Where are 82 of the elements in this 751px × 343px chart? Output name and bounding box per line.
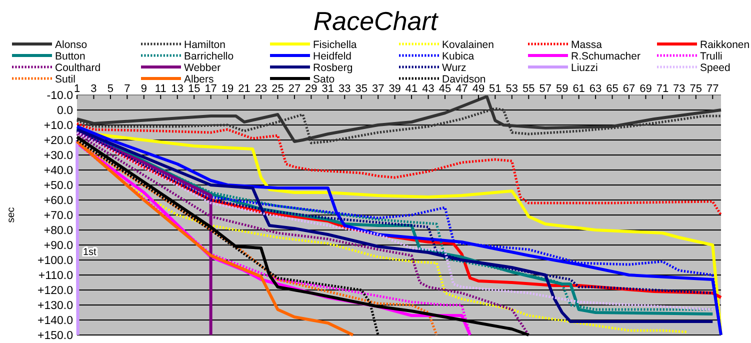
x-tick-label: 65 (606, 83, 618, 95)
x-tick-label: 45 (438, 83, 452, 95)
x-tick-label: 11 (154, 83, 166, 95)
y-tick-label: +90.0 (44, 240, 73, 252)
x-tick-label: 35 (355, 83, 368, 95)
legend-label: Hamilton (184, 39, 226, 51)
legend-label: Fisichella (313, 39, 357, 51)
x-tick-label: 31 (322, 83, 334, 95)
legend-label: Speed (700, 62, 731, 74)
legend-label: Sutil (55, 74, 76, 86)
x-tick-label: 75 (690, 83, 702, 95)
x-tick-label: 29 (305, 83, 318, 95)
x-tick-label: 39 (388, 83, 401, 95)
legend-label: Kubica (442, 50, 474, 62)
legend-label: Alonso (55, 39, 88, 51)
x-tick-label: 23 (254, 83, 268, 95)
legend-label: Wurz (442, 62, 466, 74)
y-tick-label: +140.0 (38, 315, 73, 327)
legend-label: Sato (313, 74, 335, 86)
y-tick-label: +120.0 (38, 285, 73, 297)
x-tick-label: 71 (656, 83, 669, 95)
x-tick-label: 5 (107, 83, 114, 95)
y-tick-label: +20.0 (44, 135, 73, 147)
legend-label: Massa (571, 39, 602, 51)
legend-label: Trulli (700, 50, 722, 62)
x-tick-label: 47 (456, 83, 468, 95)
y-tick-label: -10.0 (46, 90, 73, 102)
x-tick-label: 51 (489, 83, 502, 95)
legend-label: Barrichello (184, 50, 234, 62)
y-tick-label: +40.0 (44, 165, 73, 177)
y-tick-label: +50.0 (44, 180, 73, 192)
x-tick-label: 37 (372, 83, 384, 95)
x-tick-label: 61 (572, 83, 585, 95)
y-tick-label: +130.0 (38, 300, 73, 312)
x-tick-label: 63 (589, 83, 602, 95)
y-tick-label: +70.0 (44, 210, 73, 222)
x-tick-label: 77 (706, 83, 719, 95)
y-tick-label: +150.0 (38, 330, 73, 342)
x-tick-label: 17 (204, 83, 217, 95)
x-tick-label: 57 (539, 83, 552, 95)
x-tick-label: 15 (188, 83, 200, 95)
legend-label: Rosberg (313, 62, 353, 74)
x-tick-label: 21 (238, 83, 250, 95)
y-tick-label: +80.0 (44, 225, 73, 237)
y-tick-label: 0.0 (57, 105, 73, 117)
legend-label: Coulthard (55, 62, 101, 74)
legend-label: R.Schumacher (571, 50, 641, 62)
y-tick-label: +110.0 (38, 270, 73, 282)
x-tick-label: 49 (472, 83, 485, 95)
x-tick-label: 25 (272, 83, 284, 95)
legend-label: Kovalainen (442, 39, 494, 51)
x-tick-label: 53 (506, 83, 518, 95)
chart-title: RaceChart (313, 6, 440, 36)
legend-label: Albers (184, 74, 214, 86)
x-tick-label: 19 (221, 83, 234, 95)
legend-label: Raikkonen (700, 39, 750, 51)
y-axis-title: sec (6, 207, 17, 223)
x-tick-label: 13 (171, 83, 184, 95)
x-tick-label: 7 (124, 83, 130, 95)
legend-label: Liuzzi (571, 62, 598, 74)
x-tick-label: 73 (673, 83, 686, 95)
x-tick-label: 59 (556, 83, 568, 95)
legend-label: Webber (184, 62, 222, 74)
legend-label: Button (55, 50, 86, 62)
x-tick-label: 9 (140, 83, 147, 95)
y-tick-label: +60.0 (44, 195, 73, 207)
x-tick-label: 69 (640, 83, 652, 95)
x-tick-label: 3 (90, 83, 97, 95)
x-tick-label: 33 (338, 83, 351, 95)
x-tick-label: 67 (622, 83, 636, 95)
legend-label: Davidson (442, 74, 486, 86)
y-tick-label: +100.0 (38, 255, 73, 267)
legend-label: Heidfeld (313, 50, 352, 62)
y-tick-label: +10.0 (44, 120, 73, 132)
x-tick-label: 27 (288, 83, 301, 95)
x-tick-label: 55 (522, 83, 535, 95)
x-tick-label: 43 (422, 83, 434, 95)
x-tick-label: 1 (74, 83, 80, 95)
y-tick-label: +30.0 (44, 150, 73, 162)
x-tick-label: 41 (405, 83, 418, 95)
annotation: 1st (83, 247, 97, 258)
line-series (76, 122, 722, 216)
